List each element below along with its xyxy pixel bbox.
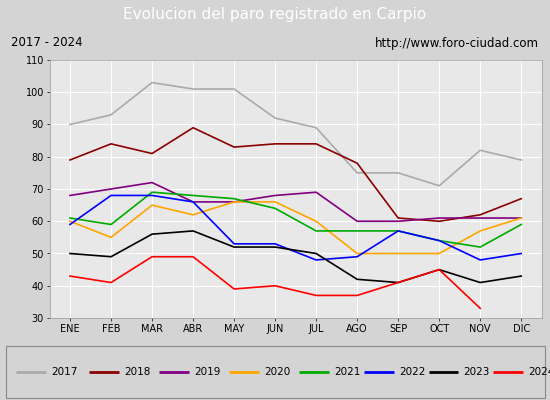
Text: Evolucion del paro registrado en Carpio: Evolucion del paro registrado en Carpio (123, 8, 427, 22)
Text: 2022: 2022 (399, 367, 425, 377)
Text: 2017: 2017 (51, 367, 78, 377)
Text: 2024: 2024 (529, 367, 550, 377)
Text: 2019: 2019 (194, 367, 221, 377)
Text: 2017 - 2024: 2017 - 2024 (11, 36, 82, 50)
Text: 2021: 2021 (334, 367, 361, 377)
Text: 2018: 2018 (124, 367, 151, 377)
Text: 2020: 2020 (264, 367, 290, 377)
Text: 2023: 2023 (464, 367, 490, 377)
Text: http://www.foro-ciudad.com: http://www.foro-ciudad.com (375, 36, 539, 50)
